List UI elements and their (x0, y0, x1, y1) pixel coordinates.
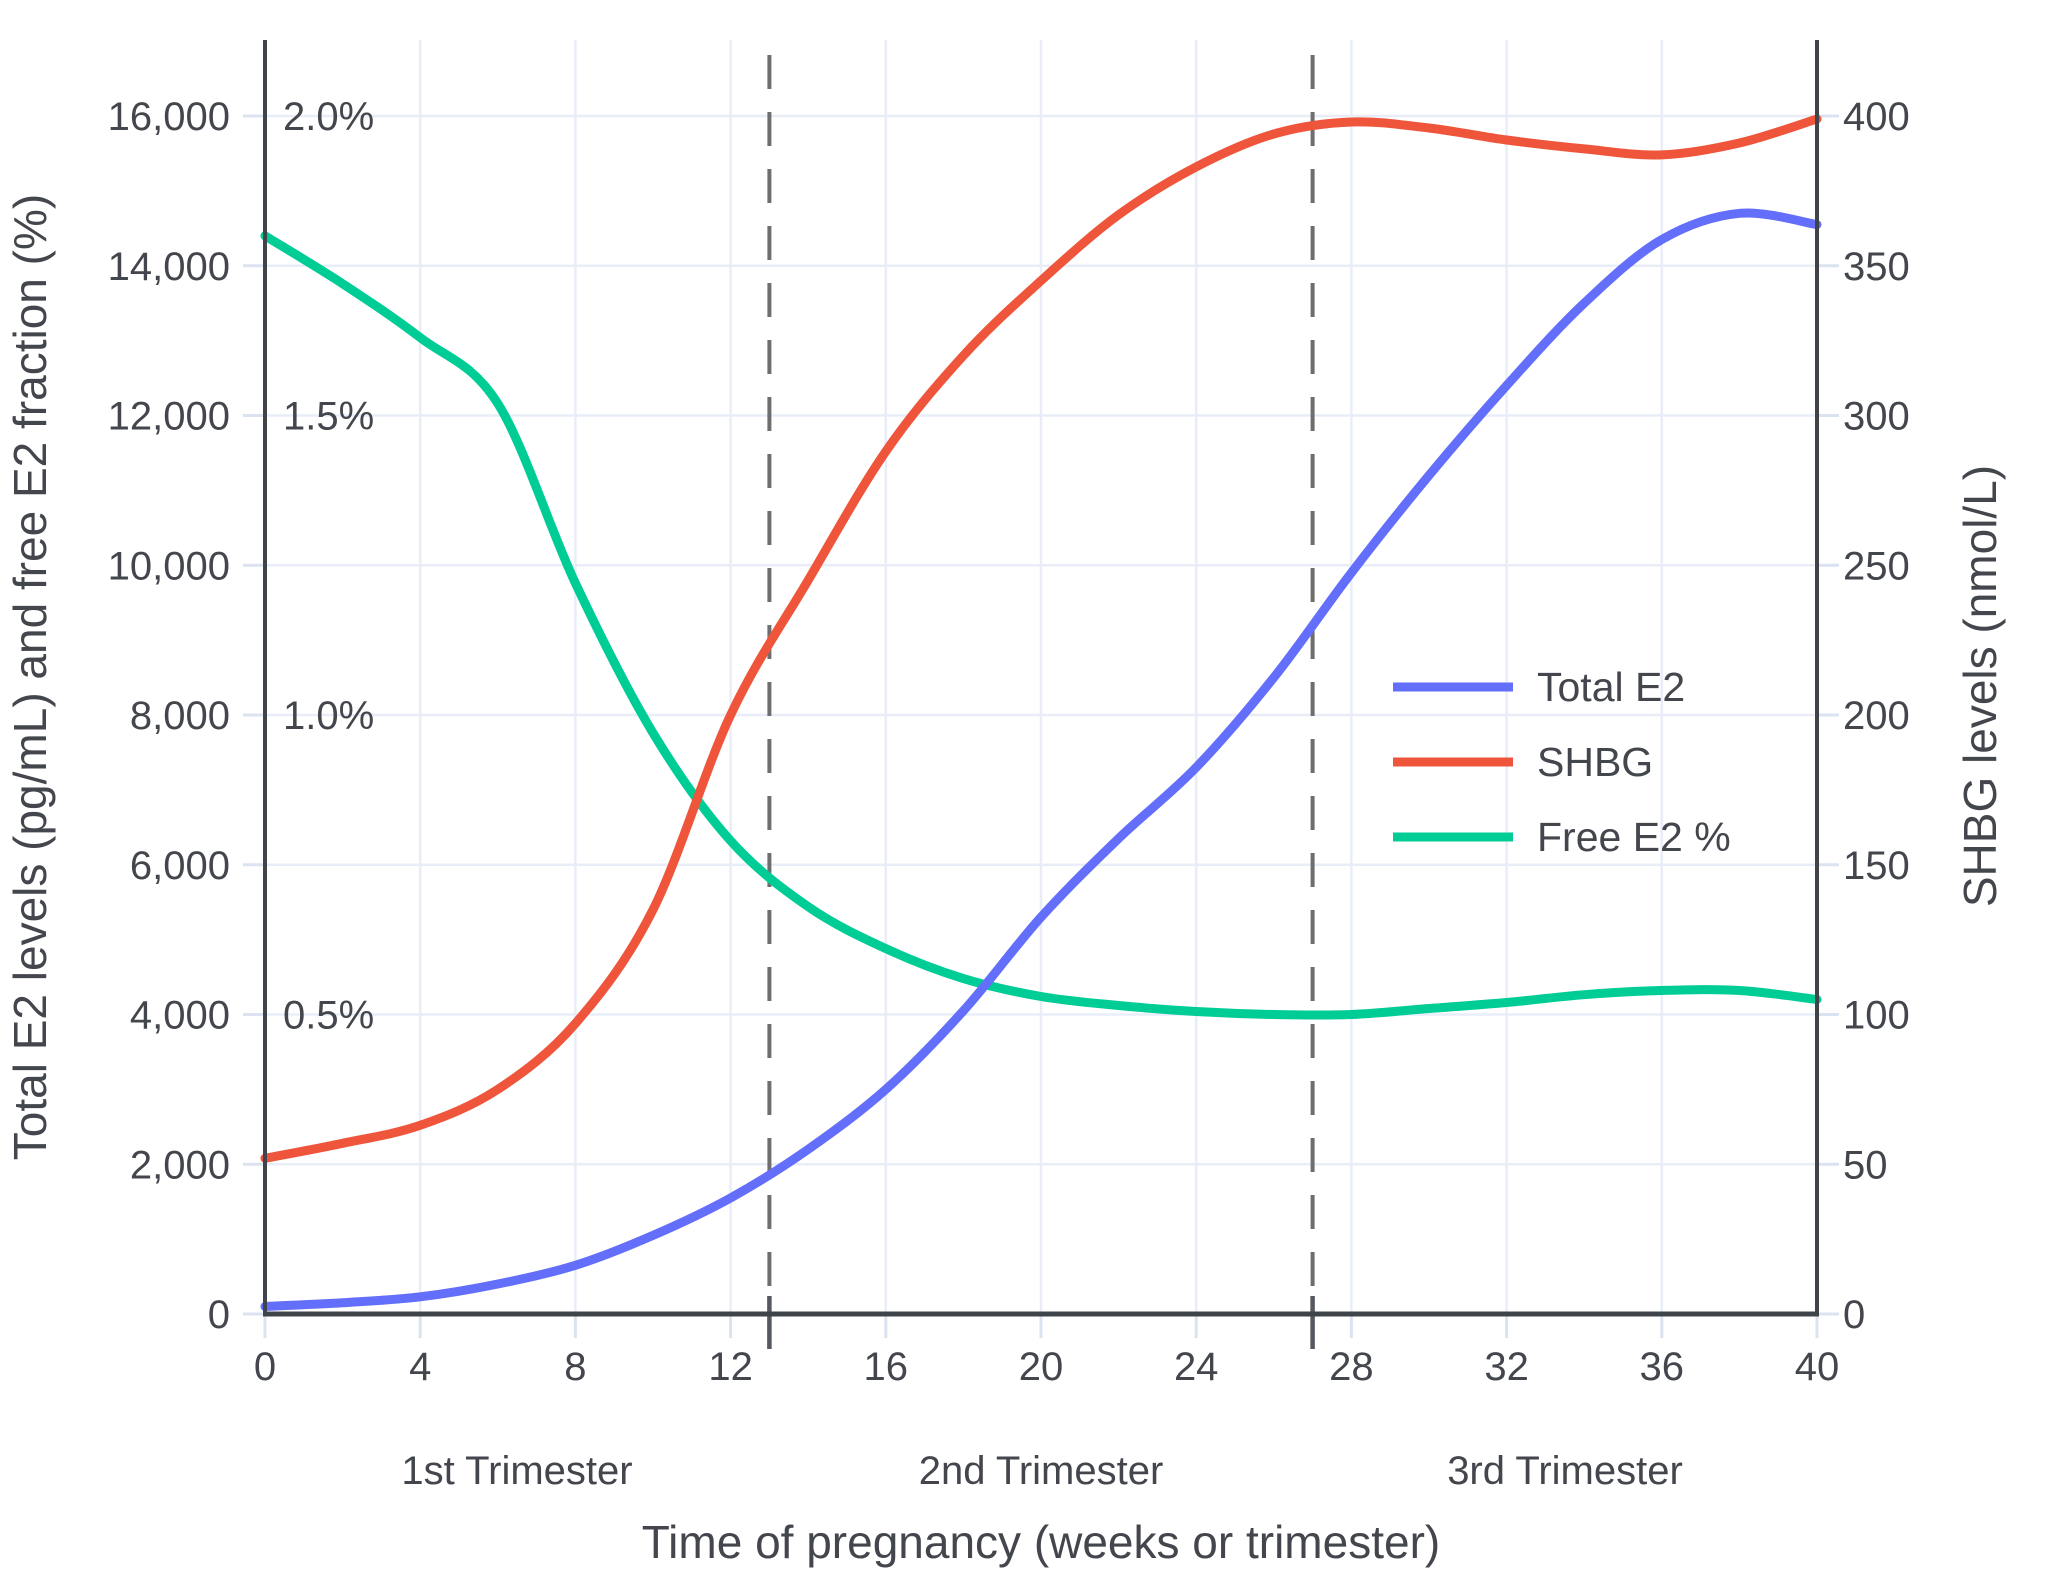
percent-tick-label: 1.0% (283, 694, 374, 738)
x-axis-tick-label: 16 (864, 1345, 909, 1389)
right-axis-tick-label: 250 (1843, 544, 1910, 588)
legend-label-1: Total E2 (1537, 664, 1685, 710)
right-axis-tick-label: 200 (1843, 694, 1910, 738)
left-axis-tick-label: 2,000 (130, 1143, 230, 1187)
gridlines (265, 40, 1817, 1314)
legend-label-3: Free E2 % (1537, 814, 1731, 860)
x-axis-tick-label: 12 (708, 1345, 753, 1389)
left-axis-tick-label: 16,000 (108, 95, 230, 139)
axis-tick-marks (243, 114, 1839, 1338)
percent-tick-label: 1.5% (283, 395, 374, 439)
x-axis-tick-label: 36 (1640, 1345, 1685, 1389)
series-lines (260, 114, 1822, 1311)
axis-lines (263, 40, 1819, 1317)
left-axis-tick-label: 8,000 (130, 694, 230, 738)
x-axis-tick-label: 20 (1019, 1345, 1064, 1389)
percent-tick-label: 2.0% (283, 95, 374, 139)
x-axis-tick-label: 40 (1795, 1345, 1840, 1389)
x-axis-title: Time of pregnancy (weeks or trimester) (642, 1516, 1440, 1568)
left-axis-tick-label: 0 (208, 1293, 230, 1337)
series-line-total-e2 (260, 208, 1822, 1311)
series-line-free-e2- (260, 231, 1822, 1020)
legend-label-2: SHBG (1537, 739, 1653, 785)
left-axis-tick-label: 4,000 (130, 994, 230, 1038)
x-axis-tick-label: 4 (409, 1345, 431, 1389)
left-axis-tick-label: 10,000 (108, 544, 230, 588)
trimester-label-2: 2nd Trimester (919, 1449, 1164, 1493)
right-axis-tick-label: 50 (1843, 1143, 1888, 1187)
tick-labels: 0 2,000 4,000 6,000 8,000 10,000 12,000 14,000 1… (108, 95, 1910, 1389)
x-axis-tick-label: 24 (1174, 1345, 1219, 1389)
right-axis-tick-label: 400 (1843, 95, 1910, 139)
trimester-boundary-lines (767, 55, 1315, 1349)
x-axis-tick-label: 0 (254, 1345, 276, 1389)
x-axis-tick-label: 32 (1484, 1345, 1529, 1389)
right-axis-tick-label: 350 (1843, 245, 1910, 289)
right-axis-tick-label: 0 (1843, 1293, 1865, 1337)
y-axis-title-right: SHBG levels (nmol/L) (1954, 465, 2006, 907)
right-axis-tick-label: 300 (1843, 395, 1910, 439)
trimester-label-1: 1st Trimester (401, 1449, 632, 1493)
right-axis-tick-label: 100 (1843, 994, 1910, 1038)
x-axis-tick-label: 28 (1329, 1345, 1374, 1389)
legend: Total E2 SHBG Free E2 % (1393, 664, 1731, 860)
series-line-shbg (260, 114, 1822, 1163)
y-axis-title-left: Total E2 levels (pg/mL) and free E2 frac… (4, 194, 56, 1160)
right-axis-tick-label: 150 (1843, 844, 1910, 888)
percent-tick-label: 0.5% (283, 994, 374, 1038)
left-axis-tick-label: 12,000 (108, 395, 230, 439)
x-axis-tick-label: 8 (564, 1345, 586, 1389)
left-axis-tick-label: 6,000 (130, 844, 230, 888)
trimester-label-3: 3rd Trimester (1447, 1449, 1683, 1493)
left-axis-tick-label: 14,000 (108, 245, 230, 289)
